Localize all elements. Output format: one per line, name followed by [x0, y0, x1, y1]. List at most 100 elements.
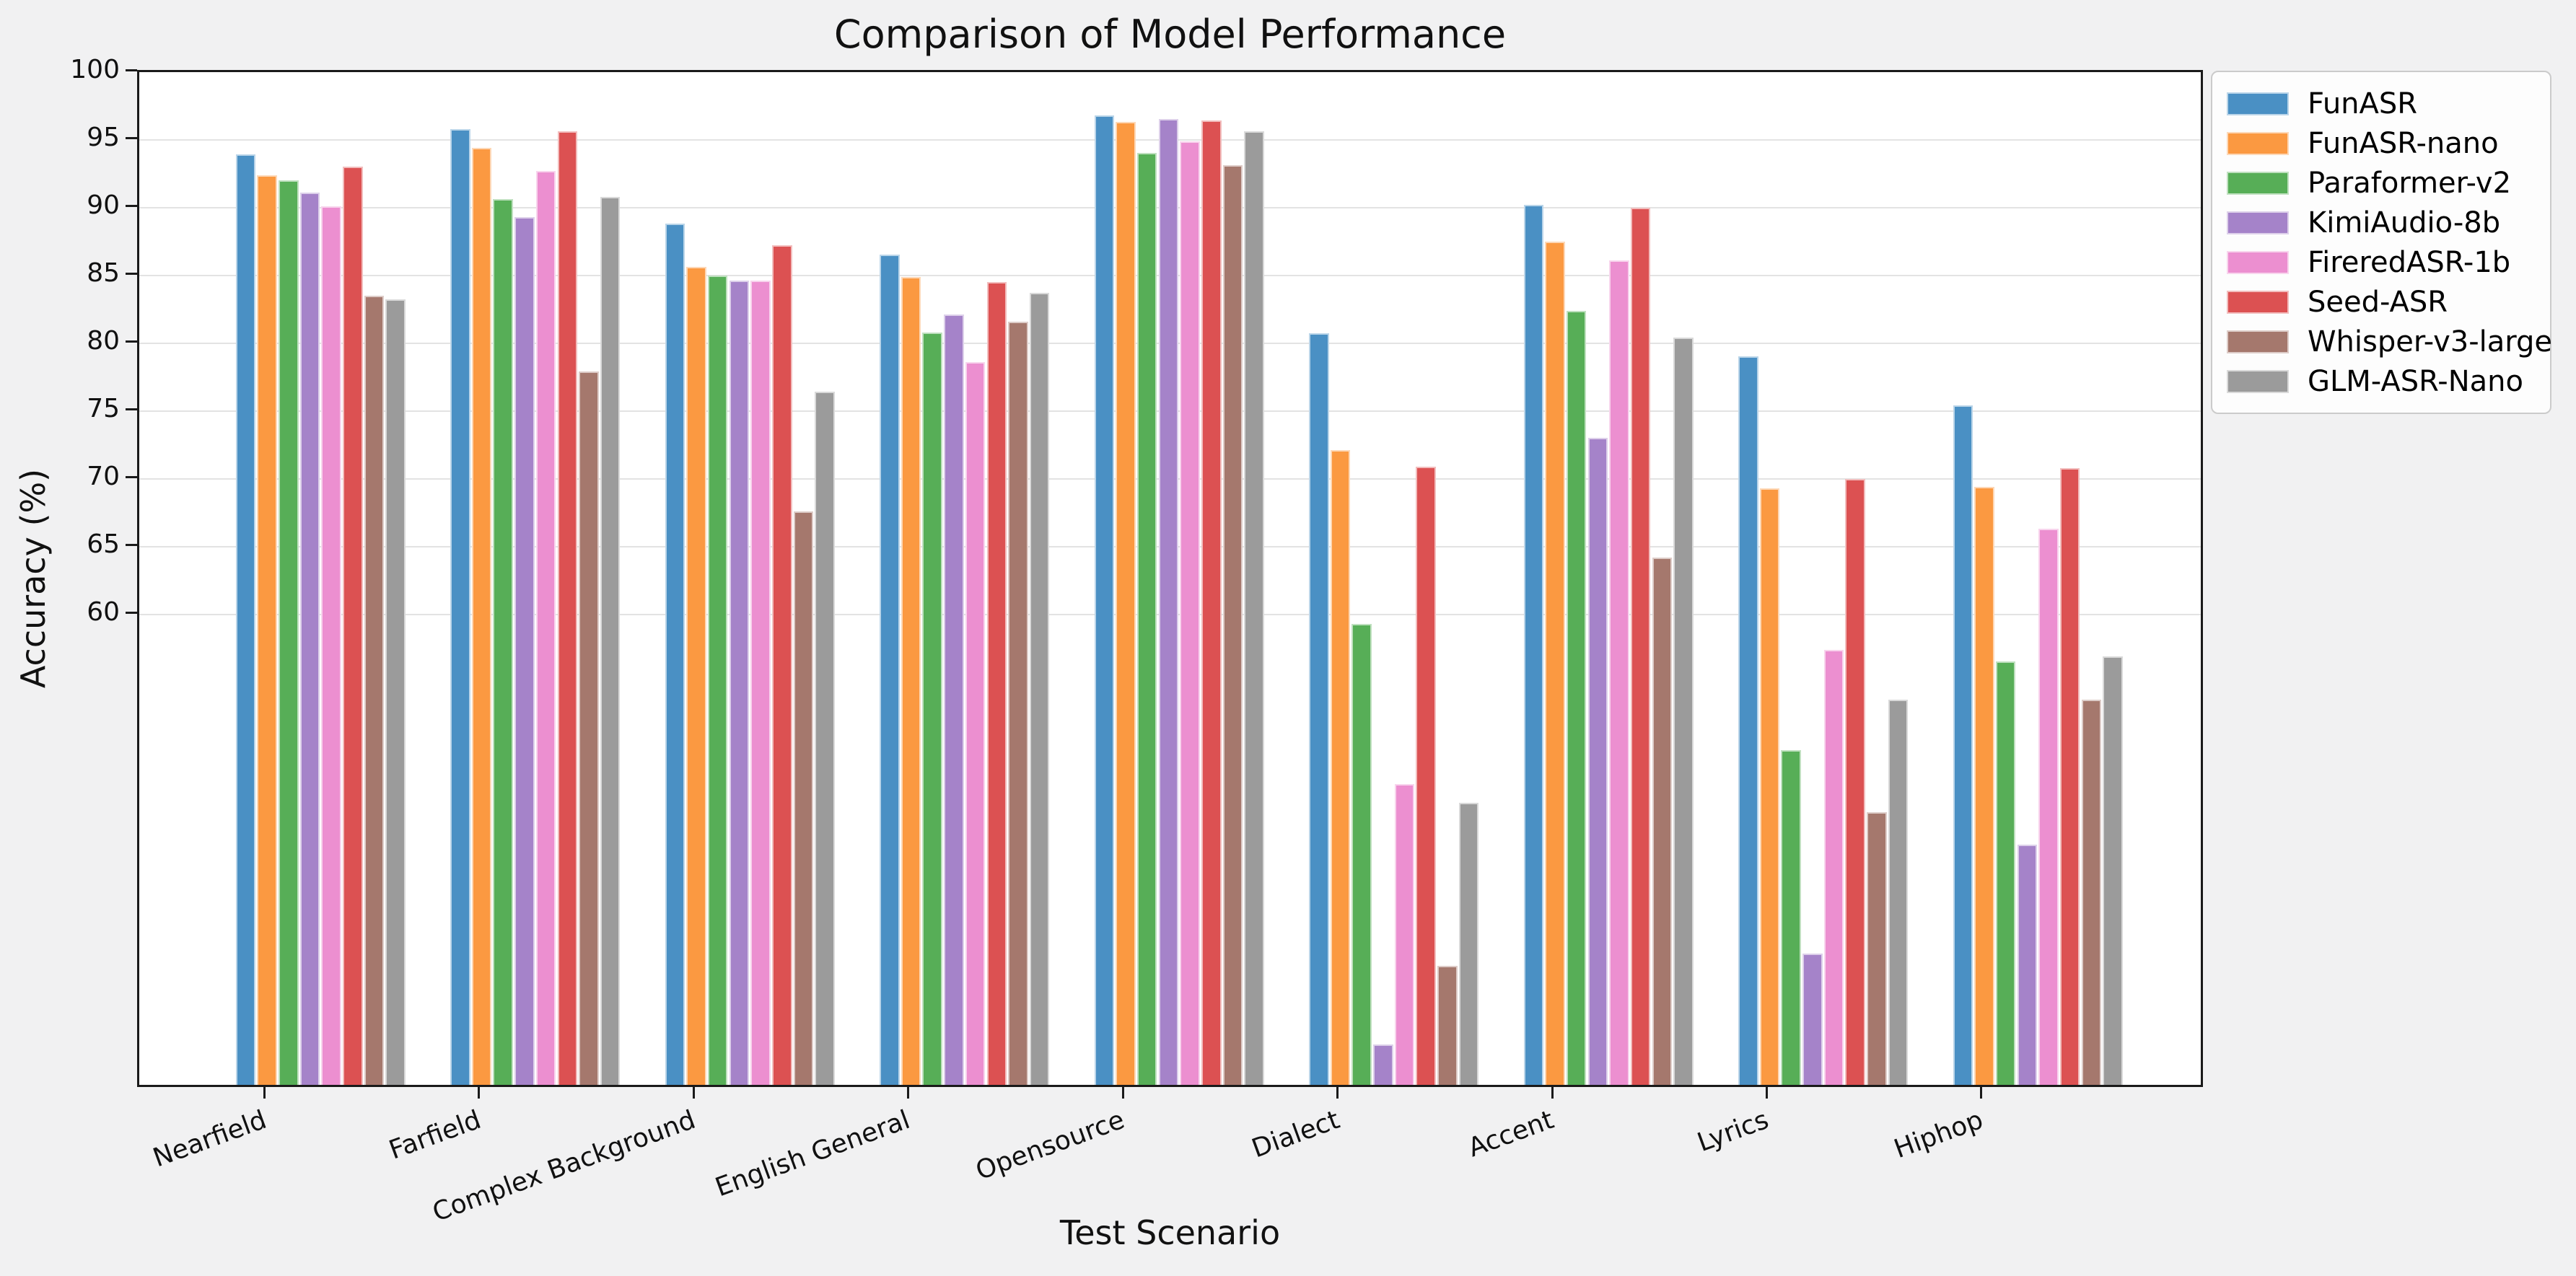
x-tick-mark-nearfield — [263, 1087, 266, 1099]
bar-nearfield-whisper-v3-large — [364, 295, 385, 1085]
bar-accent-funasr — [1523, 204, 1544, 1085]
bar-complex-background-seed-asr — [772, 245, 792, 1085]
y-tick-mark-90 — [126, 204, 137, 207]
bar-opensource-kimiaudio-8b — [1158, 119, 1179, 1085]
y-tick-label-60: 60 — [87, 597, 120, 627]
bar-lyrics-kimiaudio-8b — [1802, 953, 1823, 1085]
bar-farfield-funasr — [450, 128, 470, 1085]
bar-nearfield-seed-asr — [343, 167, 363, 1085]
bar-english-general-fireredasr-1b — [965, 361, 986, 1085]
bar-farfield-seed-asr — [557, 131, 578, 1085]
bar-hiphop-fireredasr-1b — [2038, 529, 2059, 1085]
legend-swatch-funasr — [2227, 92, 2289, 115]
y-tick-label-85: 85 — [87, 258, 120, 288]
bar-lyrics-seed-asr — [1845, 478, 1865, 1085]
bar-accent-paraformer-v2 — [1566, 310, 1587, 1085]
y-tick-mark-65 — [126, 543, 137, 546]
legend-label-kimiaudio-8b: KimiAudio-8b — [2308, 206, 2501, 239]
x-tick-mark-accent — [1551, 1087, 1554, 1099]
bar-farfield-fireredasr-1b — [535, 170, 556, 1085]
x-tick-label-opensource: Opensource — [972, 1105, 1129, 1187]
x-tick-label-dialect: Dialect — [1248, 1105, 1344, 1164]
bar-hiphop-kimiaudio-8b — [2017, 845, 2038, 1085]
x-tick-mark-opensource — [1121, 1087, 1124, 1099]
bar-farfield-paraformer-v2 — [493, 199, 513, 1085]
legend-swatch-fireredasr-1b — [2227, 250, 2289, 274]
bar-accent-whisper-v3-large — [1652, 557, 1673, 1085]
bar-english-general-kimiaudio-8b — [944, 314, 964, 1085]
bar-farfield-whisper-v3-large — [579, 371, 599, 1085]
bar-dialect-funasr — [1309, 333, 1329, 1085]
bar-accent-glm-asr-nano — [1673, 338, 1694, 1085]
bar-opensource-funasr-nano — [1116, 122, 1136, 1085]
bar-dialect-whisper-v3-large — [1437, 965, 1458, 1085]
x-tick-mark-hiphop — [1980, 1087, 1983, 1099]
y-tick-mark-85 — [126, 272, 137, 275]
bar-lyrics-funasr-nano — [1759, 488, 1780, 1085]
legend-item-kimiaudio-8b: KimiAudio-8b — [2227, 203, 2536, 242]
bar-farfield-glm-asr-nano — [600, 196, 621, 1085]
x-axis-label: Test Scenario — [1059, 1213, 1281, 1252]
x-tick-label-accent: Accent — [1464, 1105, 1559, 1163]
bar-english-general-funasr — [880, 255, 900, 1085]
bar-opensource-whisper-v3-large — [1222, 165, 1243, 1085]
x-tick-label-english-general: English General — [711, 1105, 914, 1203]
y-tick-label-65: 65 — [87, 529, 120, 559]
x-tick-mark-complex-background — [692, 1087, 695, 1099]
legend-label-funasr-nano: FunASR-nano — [2308, 126, 2499, 160]
bar-nearfield-kimiaudio-8b — [299, 192, 320, 1085]
bar-hiphop-funasr-nano — [1974, 486, 1994, 1085]
bar-dialect-fireredasr-1b — [1394, 783, 1415, 1085]
legend-swatch-seed-asr — [2227, 290, 2289, 314]
bar-english-general-seed-asr — [986, 282, 1007, 1085]
legend-label-paraformer-v2: Paraformer-v2 — [2308, 166, 2512, 200]
y-tick-label-95: 95 — [87, 123, 120, 152]
bar-nearfield-funasr — [235, 154, 256, 1085]
x-tick-label-nearfield: Nearfield — [149, 1105, 271, 1174]
y-tick-mark-80 — [126, 340, 137, 343]
y-tick-label-100: 100 — [70, 55, 120, 84]
legend-swatch-kimiaudio-8b — [2227, 211, 2289, 234]
chart-title: Comparison of Model Performance — [833, 12, 1507, 57]
legend-item-seed-asr: Seed-ASR — [2227, 282, 2536, 322]
x-tick-mark-english-general — [907, 1087, 910, 1099]
bar-lyrics-paraformer-v2 — [1781, 749, 1801, 1085]
bar-dialect-paraformer-v2 — [1351, 623, 1372, 1085]
x-tick-mark-farfield — [478, 1087, 481, 1099]
bar-hiphop-funasr — [1953, 405, 1973, 1085]
bar-opensource-fireredasr-1b — [1180, 141, 1200, 1085]
legend-item-glm-asr-nano: GLM-ASR-Nano — [2227, 361, 2536, 401]
x-tick-label-farfield: Farfield — [385, 1105, 485, 1166]
x-tick-label-hiphop: Hiphop — [1891, 1105, 1988, 1165]
bar-hiphop-paraformer-v2 — [1995, 661, 2016, 1085]
bar-hiphop-glm-asr-nano — [2103, 656, 2123, 1085]
legend-swatch-glm-asr-nano — [2227, 369, 2289, 393]
bar-nearfield-glm-asr-nano — [385, 299, 406, 1085]
y-tick-label-70: 70 — [87, 462, 120, 491]
bar-lyrics-glm-asr-nano — [1888, 700, 1909, 1085]
bar-opensource-seed-asr — [1201, 120, 1222, 1085]
bar-accent-seed-asr — [1630, 207, 1651, 1085]
legend: FunASR FunASR-nano Paraformer-v2 KimiAudio-… — [2211, 71, 2552, 414]
y-tick-mark-60 — [126, 611, 137, 614]
y-tick-label-75: 75 — [87, 394, 120, 423]
bar-accent-funasr-nano — [1545, 241, 1565, 1085]
bar-accent-kimiaudio-8b — [1587, 438, 1608, 1085]
y-tick-label-90: 90 — [87, 190, 120, 220]
bar-complex-background-kimiaudio-8b — [729, 281, 750, 1085]
bar-opensource-funasr — [1094, 115, 1115, 1085]
x-tick-mark-dialect — [1336, 1087, 1339, 1099]
y-axis-label: Accuracy (%) — [14, 468, 53, 689]
bar-complex-background-funasr — [665, 224, 685, 1085]
y-tick-mark-100 — [126, 69, 137, 71]
y-tick-mark-75 — [126, 408, 137, 410]
bar-english-general-whisper-v3-large — [1008, 321, 1028, 1085]
legend-label-glm-asr-nano: GLM-ASR-Nano — [2308, 364, 2523, 398]
bar-opensource-glm-asr-nano — [1244, 131, 1264, 1085]
y-tick-label-80: 80 — [87, 326, 120, 356]
bar-dialect-glm-asr-nano — [1458, 802, 1479, 1085]
legend-item-funasr: FunASR — [2227, 84, 2536, 123]
bar-nearfield-paraformer-v2 — [279, 180, 299, 1085]
bar-lyrics-fireredasr-1b — [1823, 649, 1844, 1085]
